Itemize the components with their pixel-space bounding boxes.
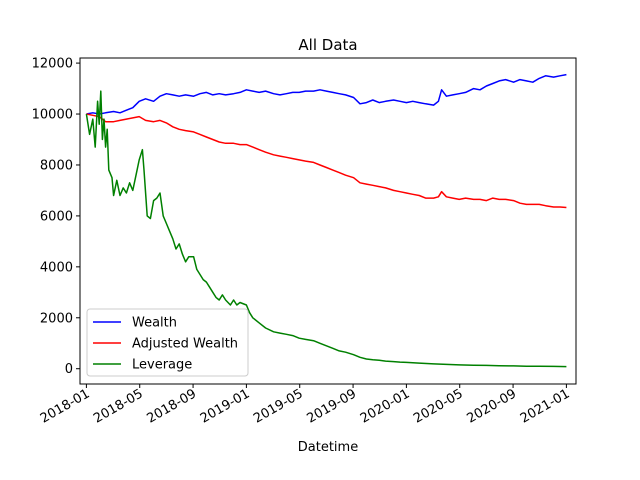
- y-tick-label: 8000: [40, 158, 73, 173]
- legend-box: [86, 308, 249, 377]
- series-line-wealth: [86, 73, 567, 115]
- y-tick-label: 10000: [32, 108, 73, 123]
- series-layer: [85, 73, 567, 368]
- legend-label: Adjusted Wealth: [132, 337, 238, 352]
- plot-frame: [79, 57, 577, 385]
- series-line-leverage: [85, 90, 567, 368]
- y-tick-label: 4000: [40, 260, 73, 275]
- chart-title: All Data: [298, 36, 357, 54]
- series-line-adjusted-wealth: [86, 113, 567, 209]
- y-tick-label: 0: [65, 362, 73, 377]
- y-tick-label: 2000: [40, 311, 73, 326]
- y-tick-label: 6000: [40, 209, 73, 224]
- legend-label: Leverage: [132, 358, 192, 373]
- legend-label: Wealth: [132, 316, 177, 331]
- y-axis: 0 2000 4000 6000 8000 10000 12000: [32, 57, 80, 377]
- x-axis-label: Datetime: [298, 440, 358, 455]
- legend: Wealth Adjusted Wealth Leverage: [86, 308, 249, 377]
- y-tick-label: 12000: [32, 57, 73, 72]
